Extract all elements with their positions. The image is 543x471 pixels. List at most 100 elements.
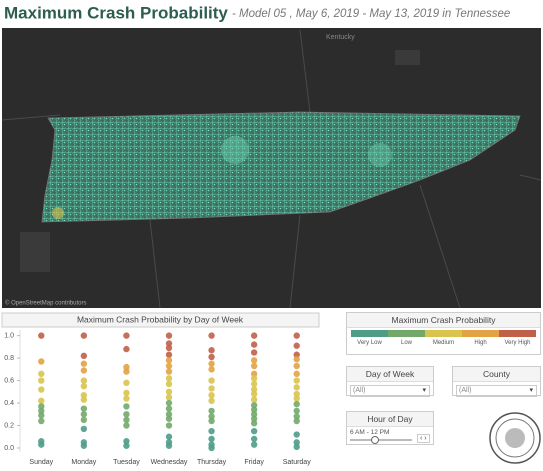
- legend-label: Very High: [504, 340, 531, 346]
- legend-swatch: [388, 330, 425, 337]
- tennessee: [41, 111, 521, 223]
- dot: [123, 363, 130, 371]
- dot: [38, 417, 45, 425]
- dot: [250, 390, 258, 398]
- dot: [208, 444, 215, 452]
- legend-label: Very Low: [357, 340, 382, 346]
- state-seal: [505, 428, 525, 448]
- y-tick-label: 0.6: [4, 377, 14, 384]
- dot: [293, 390, 300, 398]
- dot: [293, 417, 300, 425]
- dot: [165, 411, 173, 418]
- slider-track[interactable]: [350, 439, 412, 441]
- dot: [250, 441, 258, 448]
- dot: [208, 427, 215, 435]
- filter-label: County: [453, 367, 540, 382]
- dot: [293, 332, 300, 339]
- dot: [38, 332, 45, 339]
- filter-county[interactable]: County (All): [452, 366, 541, 397]
- hour-value: 6 AM - 12 PM: [350, 429, 390, 436]
- dot: [208, 417, 215, 425]
- filter-day[interactable]: Day of Week (All): [346, 366, 434, 397]
- dot: [80, 442, 88, 449]
- dot: [250, 435, 258, 443]
- y-tick-label: 0.2: [4, 422, 14, 429]
- dropdown[interactable]: (All): [350, 385, 430, 397]
- dot: [80, 405, 88, 412]
- x-tick-label: Thursday: [197, 459, 227, 466]
- filter-label: Hour of Day: [347, 412, 433, 427]
- x-tick-label: Friday: [244, 459, 264, 466]
- legend-label: Medium: [432, 340, 455, 346]
- dot: [208, 435, 215, 443]
- dot: [80, 360, 88, 367]
- dot: [165, 433, 173, 440]
- x-tick-label: Monday: [71, 459, 96, 466]
- dot: [293, 431, 300, 438]
- dot: [165, 394, 173, 401]
- dot: [38, 358, 45, 365]
- filter-label: Day of Week: [347, 367, 433, 382]
- legend-label: Low: [400, 340, 412, 346]
- subtitle: - Model 05 , May 6, 2019 - May 13, 2019 …: [232, 8, 510, 20]
- dot: [293, 443, 300, 451]
- dot: [123, 403, 130, 410]
- dropdown[interactable]: (All): [456, 385, 537, 397]
- slider-step[interactable]: ‹ ›: [417, 434, 430, 443]
- dot: [165, 375, 173, 382]
- state-border: [1, 29, 542, 309]
- dot: [208, 332, 215, 339]
- dot: [80, 391, 88, 399]
- dot: [208, 385, 215, 392]
- legend-swatch: [462, 330, 499, 337]
- y-tick-label: 0.4: [4, 400, 14, 407]
- slider-handle[interactable]: [371, 436, 379, 444]
- dot: [250, 402, 258, 409]
- dot: [208, 407, 215, 415]
- dot: [165, 405, 173, 412]
- dot: [165, 422, 173, 429]
- dot: [165, 380, 173, 388]
- dot: [165, 362, 173, 370]
- dot: [80, 382, 88, 390]
- state-seal: [495, 418, 535, 458]
- city-cluster: [368, 143, 392, 167]
- dot: [38, 370, 45, 378]
- dot: [250, 406, 258, 413]
- dot: [165, 332, 173, 339]
- dot: [293, 384, 300, 391]
- x-tick-label: Sunday: [29, 459, 53, 466]
- legend-swatch: [351, 330, 388, 337]
- dot: [38, 407, 45, 415]
- city-cluster: [52, 207, 64, 219]
- dot: [123, 332, 130, 339]
- title: Maximum Crash Probability: [4, 3, 228, 22]
- dot: [165, 351, 173, 358]
- map-region: [20, 232, 50, 272]
- map-label: Kentucky: [326, 34, 355, 41]
- x-tick-label: Wednesday: [151, 459, 188, 466]
- dot: [293, 407, 300, 415]
- dot: [80, 332, 88, 339]
- dot: [165, 388, 173, 396]
- dot: [165, 415, 173, 422]
- dot: [165, 340, 173, 347]
- dot: [38, 441, 45, 448]
- dot: [123, 438, 130, 445]
- dot: [250, 396, 258, 403]
- dot: [123, 379, 130, 387]
- dot: [38, 412, 45, 419]
- dot: [165, 344, 173, 352]
- dot: [80, 367, 88, 374]
- dot: [80, 352, 88, 360]
- dot: [208, 391, 215, 399]
- legend-labels: Very Low Low Medium High Very High: [351, 337, 536, 347]
- dot: [165, 399, 173, 407]
- dot: [250, 427, 258, 435]
- dot: [165, 357, 173, 364]
- legend-swatch: [425, 330, 462, 337]
- legend-title: Maximum Crash Probability: [347, 313, 540, 328]
- dot: [208, 413, 215, 420]
- filter-hour[interactable]: Hour of Day 6 AM - 12 PM ‹ ›: [346, 411, 434, 445]
